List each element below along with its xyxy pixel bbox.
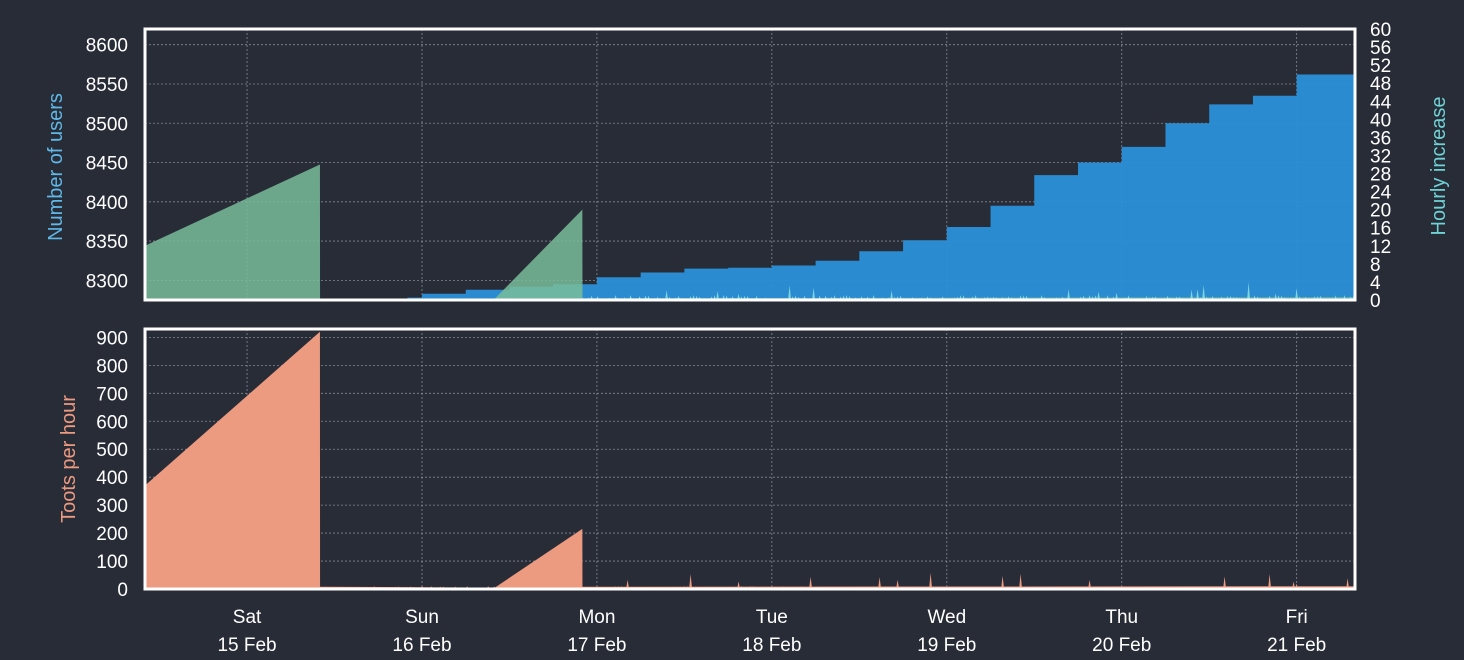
hourly-tick-15: 60 [1370,20,1391,41]
users-tick-3: 8450 [86,154,128,175]
toots-tick-5: 500 [96,440,128,461]
toots-tick-0: 0 [117,580,128,601]
hourly-tick-4: 16 [1370,219,1391,240]
date-tick-date-5: 20 Feb [1092,635,1151,656]
date-tick-date-2: 17 Feb [567,635,626,656]
toots-panel-frame [143,327,1357,591]
toots-spikes [320,572,1356,589]
date-tick-day-3: Tue [756,607,788,628]
toots-axis-ticks: 0 100 200 300 400 500 600 700 800 900 [96,328,128,601]
hourly-tick-13: 52 [1370,56,1391,77]
date-tick-date-4: 19 Feb [917,635,976,656]
hourly-tick-11: 44 [1370,92,1392,113]
hourly-tick-14: 56 [1370,38,1391,59]
toots-tick-6: 600 [96,412,128,433]
hourly-tick-10: 40 [1370,110,1391,131]
toots-tick-8: 800 [96,356,128,377]
hourly-tick-5: 20 [1370,201,1391,222]
users-tick-6: 8600 [86,36,128,57]
date-tick-day-0: Sat [233,607,262,628]
users-tick-4: 8500 [86,114,128,135]
toots-tick-7: 700 [96,384,128,405]
hourly-tick-2: 8 [1370,255,1381,276]
toots-tick-4: 400 [96,468,128,489]
hourly-increase-area [145,164,1355,300]
toots-panel-series [145,331,1356,589]
date-tick-date-3: 18 Feb [742,635,801,656]
toots-tick-1: 100 [96,552,128,573]
toots-tick-3: 300 [96,496,128,517]
users-axis-ticks: 8300 8350 8400 8450 8500 8550 8600 [86,36,128,293]
toots-panel-grid [145,329,1355,589]
hourly-tick-6: 24 [1370,183,1392,204]
hourly-tick-7: 28 [1370,165,1391,186]
hourly-axis-label: Hourly increase [1428,97,1450,236]
date-tick-day-5: Thu [1105,607,1138,628]
date-tick-day-1: Sun [405,607,439,628]
date-tick-date-0: 15 Feb [217,635,276,656]
users-panel-frame [143,27,1357,302]
toots-tick-9: 900 [96,328,128,349]
toots-axis-label: Toots per hour [58,395,80,523]
date-tick-date-1: 16 Feb [392,635,451,656]
toots-tick-2: 200 [96,524,128,545]
hourly-tick-8: 32 [1370,146,1391,167]
toots-area [145,331,1355,589]
hourly-tick-12: 48 [1370,74,1391,95]
hourly-tick-3: 12 [1370,237,1391,258]
users-tick-1: 8350 [86,232,128,253]
date-tick-day-4: Wed [927,607,966,628]
hourly-tick-0: 0 [1370,291,1381,312]
hourly-tick-1: 4 [1370,273,1381,294]
date-axis-ticks: Sat 15 Feb Sun 16 Feb Mon 17 Feb Tue 18 Feb Wed 1… [217,607,1326,656]
users-panel-series [145,29,1356,300]
date-tick-day-2: Mon [578,607,615,628]
hourly-increase-spikes [582,282,1356,300]
users-panel-grid [145,29,1355,300]
date-tick-date-6: 21 Feb [1267,635,1326,656]
users-axis-label: Number of users [45,93,67,241]
users-tick-5: 8550 [86,75,128,96]
users-area [407,29,1355,300]
toots-panel: 0 100 200 300 400 500 600 700 800 900 Toots per h… [58,327,1357,656]
hourly-tick-9: 36 [1370,128,1391,149]
users-tick-2: 8400 [86,193,128,214]
date-tick-day-6: Fri [1286,607,1308,628]
users-tick-0: 8300 [86,271,128,292]
